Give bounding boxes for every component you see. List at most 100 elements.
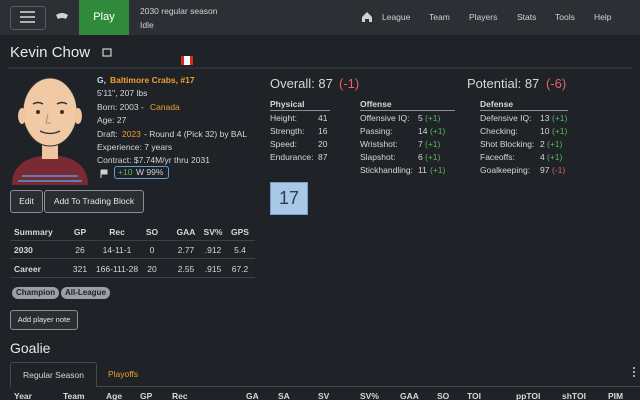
rating-value: 5 [418, 113, 423, 123]
summary-cell: 321 [72, 264, 88, 274]
team-link[interactable]: Baltimore Crabs, #17 [110, 75, 195, 85]
summary-cell: 5.4 [234, 245, 246, 255]
rating-value: 41 [318, 113, 328, 123]
player-name: Kevin Chow [10, 44, 91, 61]
rating-change: (+1) [552, 126, 568, 136]
stats-header[interactable]: PIM [608, 391, 624, 400]
rating-label: Wristshot: [360, 139, 398, 149]
rating-label: Passing: [360, 126, 393, 136]
summary-cell: 26 [75, 245, 85, 255]
summary-cell: 166-111-28 [95, 264, 139, 274]
status: Idle [140, 20, 154, 30]
stats-header[interactable]: GA [246, 391, 259, 400]
nav-menu[interactable]: League [382, 12, 411, 22]
button[interactable]: Add To Trading Block [44, 190, 144, 213]
country[interactable]: Canada [150, 102, 180, 112]
stats-header[interactable]: SV [318, 391, 330, 400]
tab[interactable]: Regular Season [10, 362, 97, 387]
tab-rule [96, 386, 640, 387]
mood: +10 [118, 167, 133, 177]
stats-header[interactable]: GAA [400, 391, 419, 400]
summary-cell: .912 [204, 245, 222, 255]
rating-label: Endurance: [270, 152, 314, 162]
draft-year[interactable]: 2023 [122, 129, 141, 139]
stats-header[interactable]: Year [14, 391, 32, 400]
rating-label: Speed: [270, 139, 297, 149]
rating-value: 10 [540, 126, 550, 136]
rating-change: (+1) [430, 126, 446, 136]
stats-header[interactable]: SV% [360, 391, 379, 400]
rating-group-rule [480, 110, 568, 111]
rating-change: (+1) [430, 165, 446, 175]
rating-change: (+1) [547, 152, 563, 162]
button[interactable]: Edit [10, 190, 43, 213]
overall-change: (-1) [339, 76, 360, 91]
nav-menu[interactable]: Tools [555, 12, 575, 22]
contract: Contract: $7.74M/yr thru 2031 [97, 155, 210, 165]
rating-change: (-1) [552, 165, 566, 175]
stats-header[interactable]: Age [106, 391, 123, 400]
nav-menu[interactable]: Help [594, 12, 612, 22]
rating-value: 7 [418, 139, 423, 149]
table-rule [10, 240, 255, 241]
potential: Potential: 87 [467, 76, 540, 91]
stats-header[interactable]: Rec [172, 391, 188, 400]
height-weight: 5'11", 207 lbs [97, 88, 148, 98]
table-rule [10, 258, 255, 259]
summary-cell: 20 [147, 264, 157, 274]
rating-change: (+1) [552, 113, 568, 123]
stats-header[interactable]: Team [63, 391, 85, 400]
rating-value: 14 [418, 126, 428, 136]
rating-value: 20 [318, 139, 328, 149]
stats-header[interactable]: GP [140, 391, 153, 400]
jersey-number: 17 [278, 188, 300, 208]
rating-label: Checking: [480, 126, 518, 136]
rating-group-title: Defense [480, 99, 514, 109]
rating-label: Stickhandling: [360, 165, 413, 175]
rating-label: Goalkeeping: [480, 165, 531, 175]
award-badge: All-League [61, 287, 110, 299]
stats-header[interactable]: shTOI [562, 391, 586, 400]
rating-value: 16 [318, 126, 328, 136]
summary-cell: 2.55 [177, 264, 195, 274]
play-button[interactable]: Play [79, 0, 129, 35]
rating-value: 97 [540, 165, 550, 175]
summary-header: GAA [176, 227, 196, 237]
stats-header[interactable]: SA [278, 391, 290, 400]
rating-label: Faceoffs: [480, 152, 515, 162]
mood-badge[interactable] [114, 166, 169, 179]
summary-cell: 0 [149, 245, 155, 255]
position: G, [97, 75, 106, 85]
stats-header[interactable]: ppTOI [516, 391, 541, 400]
section-title: Goalie [10, 340, 51, 356]
nav-menu[interactable]: Players [469, 12, 498, 22]
nav-menu[interactable]: Stats [517, 12, 537, 22]
rating-value: 87 [318, 152, 328, 162]
jersey [270, 182, 308, 215]
rating-label: Slapshot: [360, 152, 396, 162]
stats-header[interactable]: TOI [467, 391, 482, 400]
note-button[interactable]: Add player note [10, 310, 78, 330]
age: Age: 27 [97, 115, 127, 125]
rating-label: Shot Blocking: [480, 139, 535, 149]
potential-change: (-6) [546, 76, 567, 91]
rating-value: 4 [540, 152, 545, 162]
mood-detail: W 99% [136, 167, 164, 177]
summary-header: GP [73, 227, 87, 237]
nav-menu[interactable]: Team [429, 12, 450, 22]
table-rule [10, 277, 255, 278]
rating-value: 11 [418, 165, 427, 175]
summary-cell: Career [14, 264, 41, 274]
experience: Experience: 7 years [97, 142, 173, 152]
menu-toggle[interactable] [10, 6, 46, 30]
summary-header: SO [145, 227, 159, 237]
born: Born: 2003 - [97, 102, 144, 112]
award-badge: Champion [12, 287, 60, 299]
rating-value: 6 [418, 152, 423, 162]
summary-cell: 2030 [14, 245, 33, 255]
tab[interactable]: Playoffs [108, 369, 139, 379]
stats-header[interactable]: SO [437, 391, 450, 400]
summary-header: Rec [109, 227, 125, 237]
